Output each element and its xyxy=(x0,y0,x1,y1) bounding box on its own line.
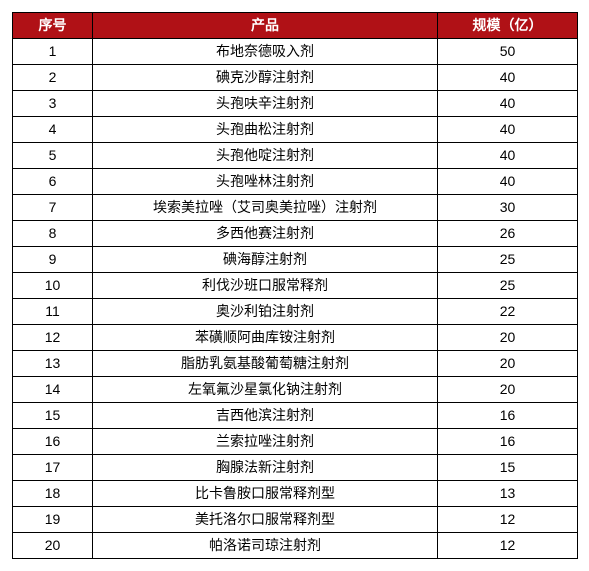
cell-scale: 50 xyxy=(438,39,578,65)
table-row: 12苯磺顺阿曲库铵注射剂20 xyxy=(13,325,578,351)
table-row: 5头孢他啶注射剂40 xyxy=(13,143,578,169)
table-row: 19美托洛尔口服常释剂型12 xyxy=(13,507,578,533)
cell-index: 4 xyxy=(13,117,93,143)
cell-scale: 40 xyxy=(438,143,578,169)
cell-index: 18 xyxy=(13,481,93,507)
cell-index: 11 xyxy=(13,299,93,325)
cell-index: 14 xyxy=(13,377,93,403)
cell-product: 利伐沙班口服常释剂 xyxy=(93,273,438,299)
cell-scale: 40 xyxy=(438,91,578,117)
table-row: 7埃索美拉唑（艾司奥美拉唑）注射剂30 xyxy=(13,195,578,221)
table-row: 6头孢唑林注射剂40 xyxy=(13,169,578,195)
cell-scale: 40 xyxy=(438,65,578,91)
table-body: 1布地奈德吸入剂502碘克沙醇注射剂403头孢呋辛注射剂404头孢曲松注射剂40… xyxy=(13,39,578,559)
cell-product: 帕洛诺司琼注射剂 xyxy=(93,533,438,559)
cell-index: 5 xyxy=(13,143,93,169)
table-row: 14左氧氟沙星氯化钠注射剂20 xyxy=(13,377,578,403)
cell-index: 2 xyxy=(13,65,93,91)
cell-product: 头孢曲松注射剂 xyxy=(93,117,438,143)
col-header-product: 产品 xyxy=(93,13,438,39)
cell-product: 布地奈德吸入剂 xyxy=(93,39,438,65)
cell-product: 胸腺法新注射剂 xyxy=(93,455,438,481)
cell-scale: 16 xyxy=(438,403,578,429)
table-header-row: 序号 产品 规模（亿） xyxy=(13,13,578,39)
cell-scale: 20 xyxy=(438,325,578,351)
table-row: 10利伐沙班口服常释剂25 xyxy=(13,273,578,299)
cell-index: 20 xyxy=(13,533,93,559)
cell-product: 碘克沙醇注射剂 xyxy=(93,65,438,91)
cell-scale: 13 xyxy=(438,481,578,507)
cell-scale: 30 xyxy=(438,195,578,221)
cell-product: 碘海醇注射剂 xyxy=(93,247,438,273)
cell-index: 7 xyxy=(13,195,93,221)
cell-scale: 40 xyxy=(438,169,578,195)
cell-product: 吉西他滨注射剂 xyxy=(93,403,438,429)
cell-scale: 20 xyxy=(438,351,578,377)
cell-scale: 12 xyxy=(438,533,578,559)
cell-scale: 40 xyxy=(438,117,578,143)
cell-scale: 25 xyxy=(438,273,578,299)
cell-scale: 20 xyxy=(438,377,578,403)
cell-scale: 26 xyxy=(438,221,578,247)
cell-scale: 12 xyxy=(438,507,578,533)
table-row: 9碘海醇注射剂25 xyxy=(13,247,578,273)
cell-index: 8 xyxy=(13,221,93,247)
cell-product: 兰索拉唑注射剂 xyxy=(93,429,438,455)
cell-index: 9 xyxy=(13,247,93,273)
table-row: 3头孢呋辛注射剂40 xyxy=(13,91,578,117)
cell-index: 19 xyxy=(13,507,93,533)
cell-product: 苯磺顺阿曲库铵注射剂 xyxy=(93,325,438,351)
table-row: 13脂肪乳氨基酸葡萄糖注射剂20 xyxy=(13,351,578,377)
table-row: 20帕洛诺司琼注射剂12 xyxy=(13,533,578,559)
table-row: 18比卡鲁胺口服常释剂型13 xyxy=(13,481,578,507)
table-row: 4头孢曲松注射剂40 xyxy=(13,117,578,143)
cell-index: 10 xyxy=(13,273,93,299)
table-row: 15吉西他滨注射剂16 xyxy=(13,403,578,429)
cell-scale: 22 xyxy=(438,299,578,325)
product-scale-table: 序号 产品 规模（亿） 1布地奈德吸入剂502碘克沙醇注射剂403头孢呋辛注射剂… xyxy=(12,12,578,559)
cell-scale: 16 xyxy=(438,429,578,455)
cell-product: 美托洛尔口服常释剂型 xyxy=(93,507,438,533)
cell-product: 奥沙利铂注射剂 xyxy=(93,299,438,325)
cell-product: 左氧氟沙星氯化钠注射剂 xyxy=(93,377,438,403)
cell-scale: 25 xyxy=(438,247,578,273)
table-row: 1布地奈德吸入剂50 xyxy=(13,39,578,65)
cell-product: 头孢唑林注射剂 xyxy=(93,169,438,195)
cell-index: 15 xyxy=(13,403,93,429)
cell-product: 埃索美拉唑（艾司奥美拉唑）注射剂 xyxy=(93,195,438,221)
cell-product: 脂肪乳氨基酸葡萄糖注射剂 xyxy=(93,351,438,377)
cell-index: 1 xyxy=(13,39,93,65)
table-row: 8多西他赛注射剂26 xyxy=(13,221,578,247)
cell-index: 13 xyxy=(13,351,93,377)
cell-index: 3 xyxy=(13,91,93,117)
cell-index: 12 xyxy=(13,325,93,351)
table-row: 17胸腺法新注射剂15 xyxy=(13,455,578,481)
col-header-scale: 规模（亿） xyxy=(438,13,578,39)
cell-product: 比卡鲁胺口服常释剂型 xyxy=(93,481,438,507)
cell-index: 16 xyxy=(13,429,93,455)
cell-index: 6 xyxy=(13,169,93,195)
col-header-index: 序号 xyxy=(13,13,93,39)
cell-scale: 15 xyxy=(438,455,578,481)
cell-product: 多西他赛注射剂 xyxy=(93,221,438,247)
cell-product: 头孢呋辛注射剂 xyxy=(93,91,438,117)
cell-index: 17 xyxy=(13,455,93,481)
table-row: 11奥沙利铂注射剂22 xyxy=(13,299,578,325)
table-row: 2碘克沙醇注射剂40 xyxy=(13,65,578,91)
table-row: 16兰索拉唑注射剂16 xyxy=(13,429,578,455)
cell-product: 头孢他啶注射剂 xyxy=(93,143,438,169)
